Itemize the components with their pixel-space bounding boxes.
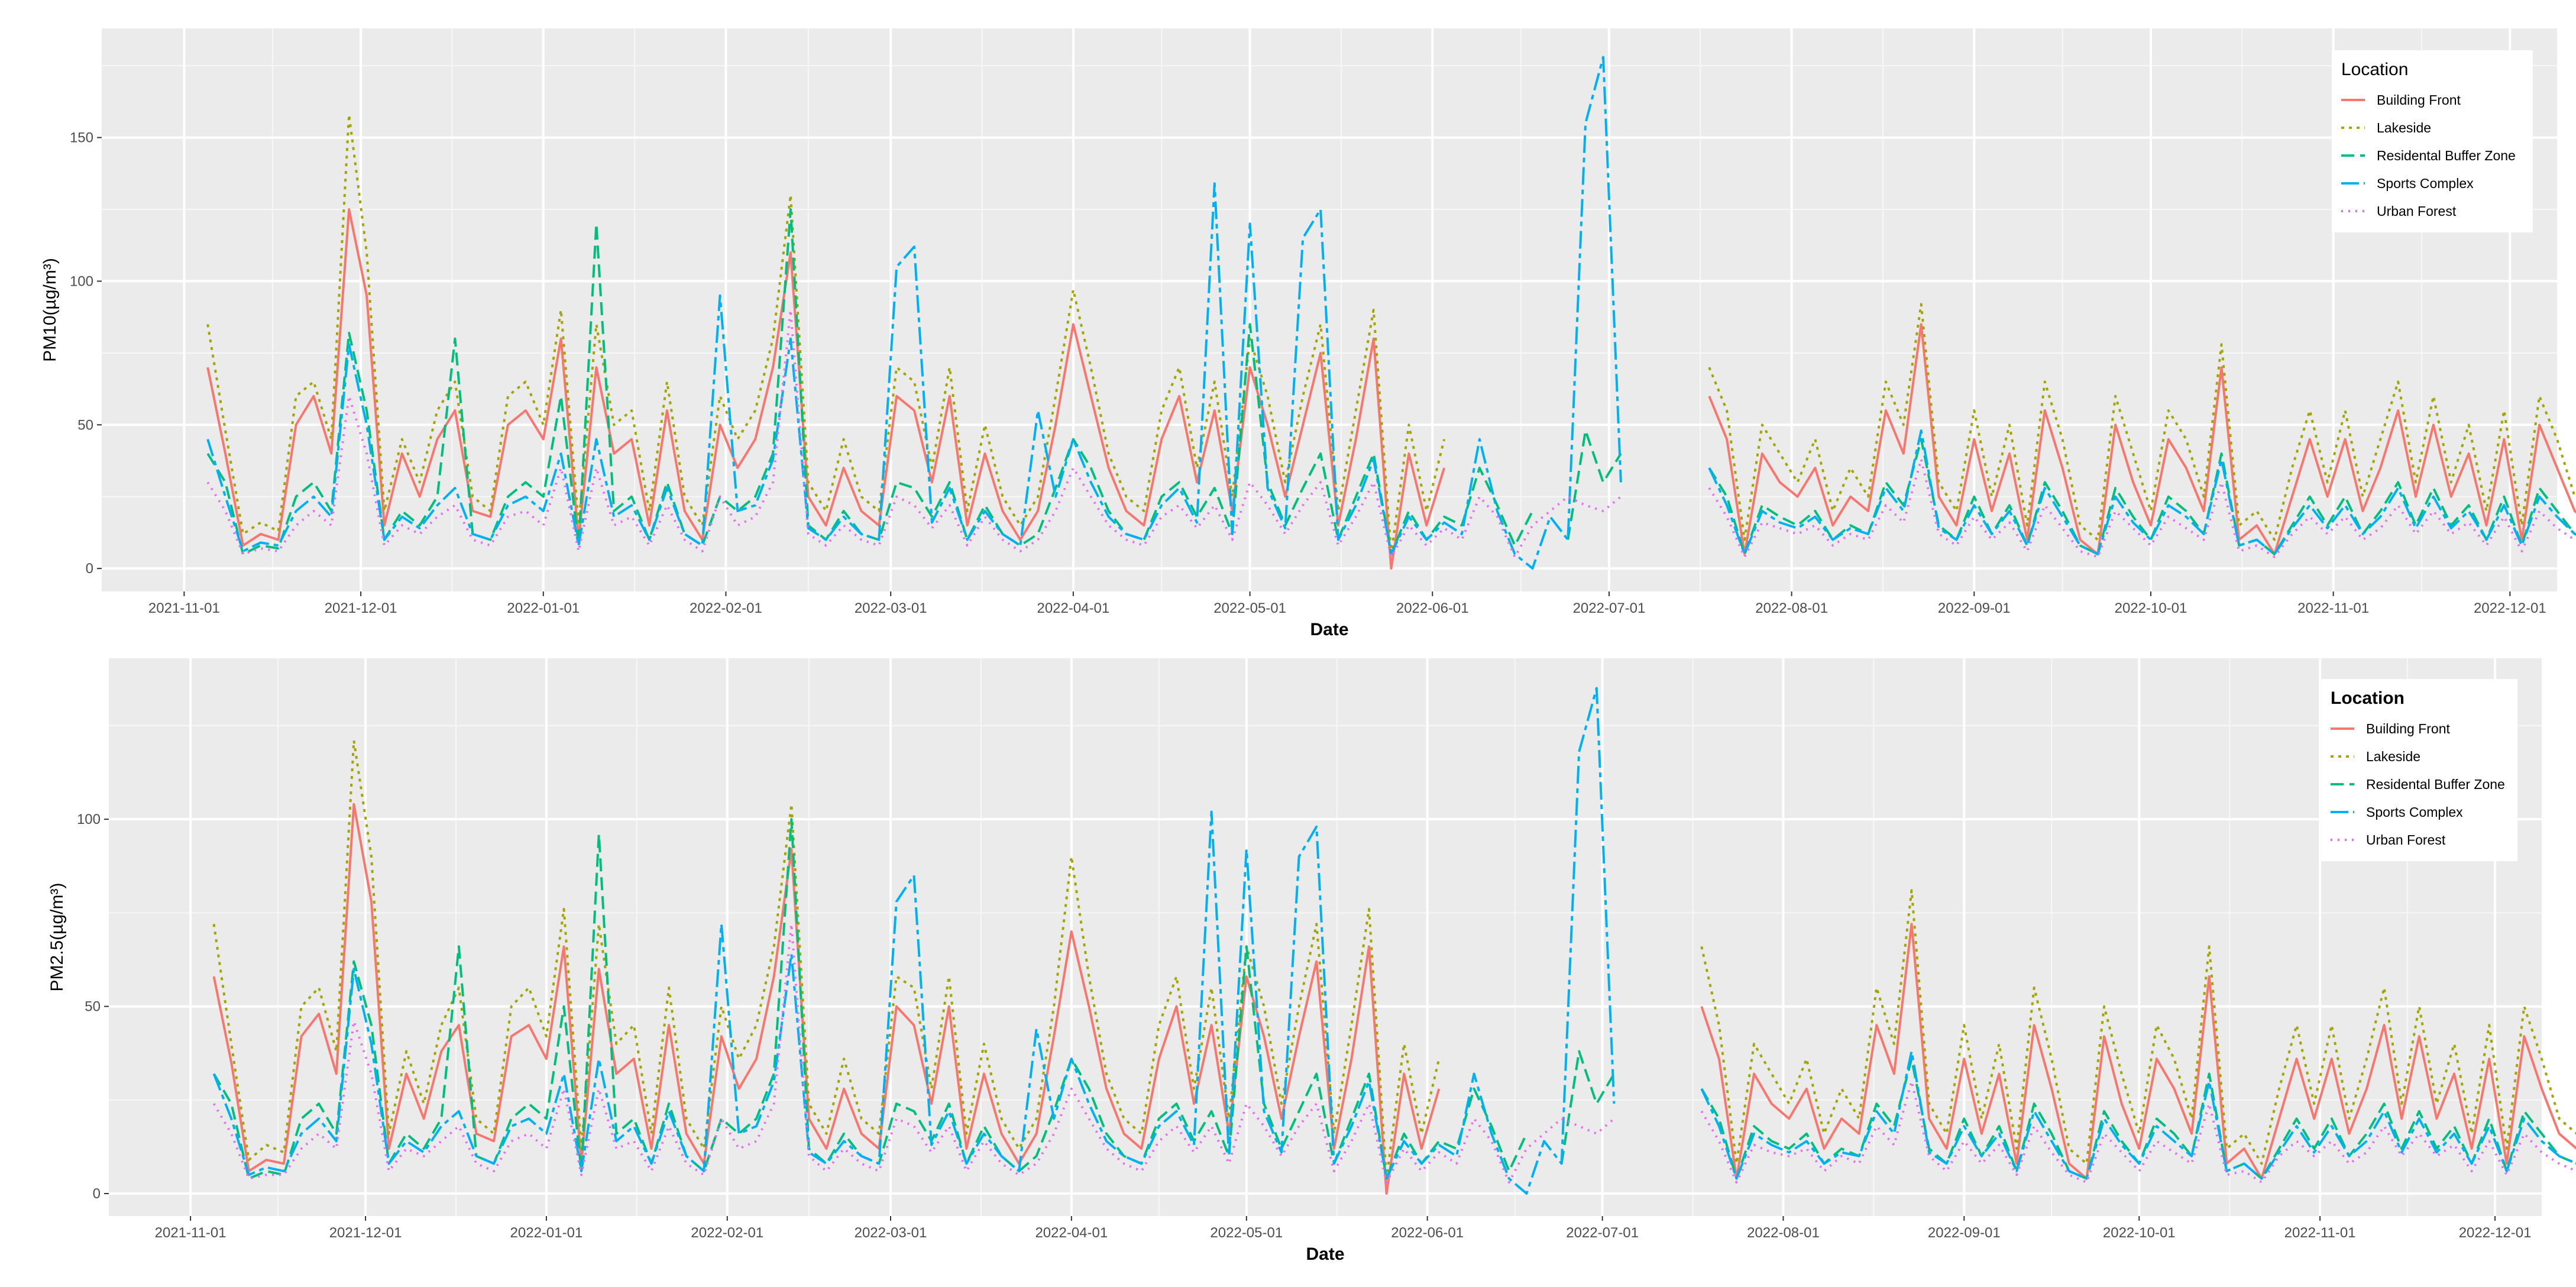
pm25-legend: Location Building Front Lakeside Residenta… bbox=[2321, 679, 2517, 861]
pm10-series-lines bbox=[206, 56, 2576, 570]
pm25-series-lines bbox=[212, 687, 2576, 1195]
y-tick-label: 50 bbox=[85, 999, 101, 1015]
pm10-y-axis: 0 50 100 150 bbox=[70, 130, 102, 577]
pm25-legend-title: Location bbox=[2331, 688, 2405, 708]
pm25-legend-box bbox=[2321, 679, 2517, 861]
legend-label: Residental Buffer Zone bbox=[2377, 148, 2516, 163]
x-tick-label: 2022-06-01 bbox=[1391, 1225, 1464, 1241]
series-line bbox=[212, 739, 2576, 1180]
x-tick-label: 2021-11-01 bbox=[148, 600, 220, 616]
x-tick-label: 2022-01-01 bbox=[510, 1225, 583, 1241]
pm10-legend-box bbox=[2332, 50, 2533, 232]
x-tick-label: 2022-03-01 bbox=[855, 600, 927, 616]
pm10-x-axis-title: Date bbox=[1310, 620, 1348, 639]
pm25-y-axis-title: PM2.5(µg/m³) bbox=[47, 883, 67, 992]
x-tick-label: 2022-02-01 bbox=[691, 1225, 763, 1241]
legend-label: Urban Forest bbox=[2377, 203, 2457, 219]
series-line bbox=[212, 803, 2576, 1195]
legend-label: Building Front bbox=[2377, 92, 2461, 108]
x-tick-label: 2021-11-01 bbox=[155, 1225, 226, 1241]
pm25-x-axis: 2021-11-01 2021-12-01 2022-01-01 2022-02-01… bbox=[155, 1216, 2532, 1241]
x-tick-label: 2022-08-01 bbox=[1755, 600, 1828, 616]
series-line bbox=[206, 208, 2576, 570]
x-tick-label: 2022-07-01 bbox=[1573, 600, 1646, 616]
pm10-y-axis-title: PM10(µg/m³) bbox=[40, 258, 60, 362]
series-line bbox=[206, 56, 2576, 570]
pm10-legend: Location Building Front Lakeside Residenta… bbox=[2332, 50, 2533, 232]
x-tick-label: 2022-10-01 bbox=[2115, 600, 2187, 616]
y-tick-label: 50 bbox=[77, 417, 93, 433]
x-tick-label: 2022-11-01 bbox=[2297, 600, 2369, 616]
legend-label: Lakeside bbox=[2366, 749, 2420, 764]
legend-label: Urban Forest bbox=[2366, 832, 2446, 848]
x-tick-label: 2022-12-01 bbox=[2474, 600, 2546, 616]
x-tick-label: 2021-12-01 bbox=[325, 600, 397, 616]
legend-label: Residental Buffer Zone bbox=[2366, 777, 2505, 792]
x-tick-label: 2022-08-01 bbox=[1747, 1225, 1820, 1241]
pm25-minor-gridlines bbox=[109, 658, 2542, 1216]
x-tick-label: 2022-09-01 bbox=[1938, 600, 2011, 616]
x-tick-label: 2022-06-01 bbox=[1396, 600, 1469, 616]
x-tick-label: 2022-12-01 bbox=[2459, 1225, 2532, 1241]
x-tick-label: 2022-04-01 bbox=[1035, 1225, 1108, 1241]
pm10-x-axis: 2021-11-01 2021-12-01 2022-01-01 2022-02-01… bbox=[148, 591, 2546, 616]
series-line bbox=[212, 687, 2576, 1195]
legend-label: Building Front bbox=[2366, 721, 2451, 736]
series-line bbox=[212, 923, 2576, 1183]
x-tick-label: 2022-11-01 bbox=[2284, 1225, 2356, 1241]
pm10-minor-gridlines bbox=[102, 28, 2557, 591]
x-tick-label: 2021-12-01 bbox=[329, 1225, 402, 1241]
x-tick-label: 2022-10-01 bbox=[2103, 1225, 2176, 1241]
legend-label: Lakeside bbox=[2377, 120, 2431, 135]
pm25-y-axis: 0 50 100 bbox=[77, 811, 109, 1202]
pm10-legend-title: Location bbox=[2341, 60, 2408, 79]
x-tick-label: 2022-05-01 bbox=[1213, 600, 1286, 616]
pm25-plot-background bbox=[109, 658, 2542, 1216]
y-tick-label: 100 bbox=[70, 273, 93, 289]
pm10-legend-items: Building Front Lakeside Residental Buffer … bbox=[2341, 92, 2516, 219]
x-tick-label: 2022-02-01 bbox=[690, 600, 762, 616]
y-tick-label: 0 bbox=[86, 561, 93, 577]
x-tick-label: 2022-01-01 bbox=[507, 600, 580, 616]
x-tick-label: 2022-04-01 bbox=[1037, 600, 1109, 616]
legend-label: Sports Complex bbox=[2377, 176, 2474, 191]
y-tick-label: 0 bbox=[93, 1186, 101, 1202]
y-tick-label: 100 bbox=[77, 811, 101, 827]
x-tick-label: 2022-07-01 bbox=[1566, 1225, 1639, 1241]
pm25-legend-items: Building Front Lakeside Residental Buffer … bbox=[2331, 721, 2505, 848]
pm10-chart: 0 50 100 150 2021-11-01 2021-12-01 2022-01-01… bbox=[40, 28, 2576, 639]
x-tick-label: 2022-05-01 bbox=[1210, 1225, 1283, 1241]
x-tick-label: 2022-03-01 bbox=[855, 1225, 927, 1241]
legend-label: Sports Complex bbox=[2366, 804, 2463, 820]
pm25-x-axis-title: Date bbox=[1306, 1244, 1344, 1264]
y-tick-label: 150 bbox=[70, 130, 93, 146]
pm10-major-gridlines bbox=[102, 28, 2557, 591]
x-tick-label: 2022-09-01 bbox=[1928, 1225, 2001, 1241]
